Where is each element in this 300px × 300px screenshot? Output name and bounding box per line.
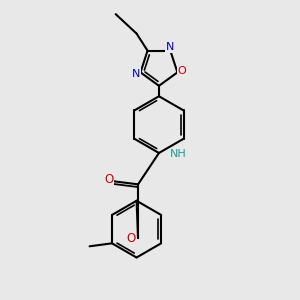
Text: NH: NH — [170, 149, 187, 160]
Text: O: O — [178, 66, 186, 76]
Text: N: N — [132, 69, 140, 79]
Text: O: O — [104, 173, 113, 186]
Text: N: N — [166, 42, 175, 52]
Text: O: O — [126, 232, 135, 244]
